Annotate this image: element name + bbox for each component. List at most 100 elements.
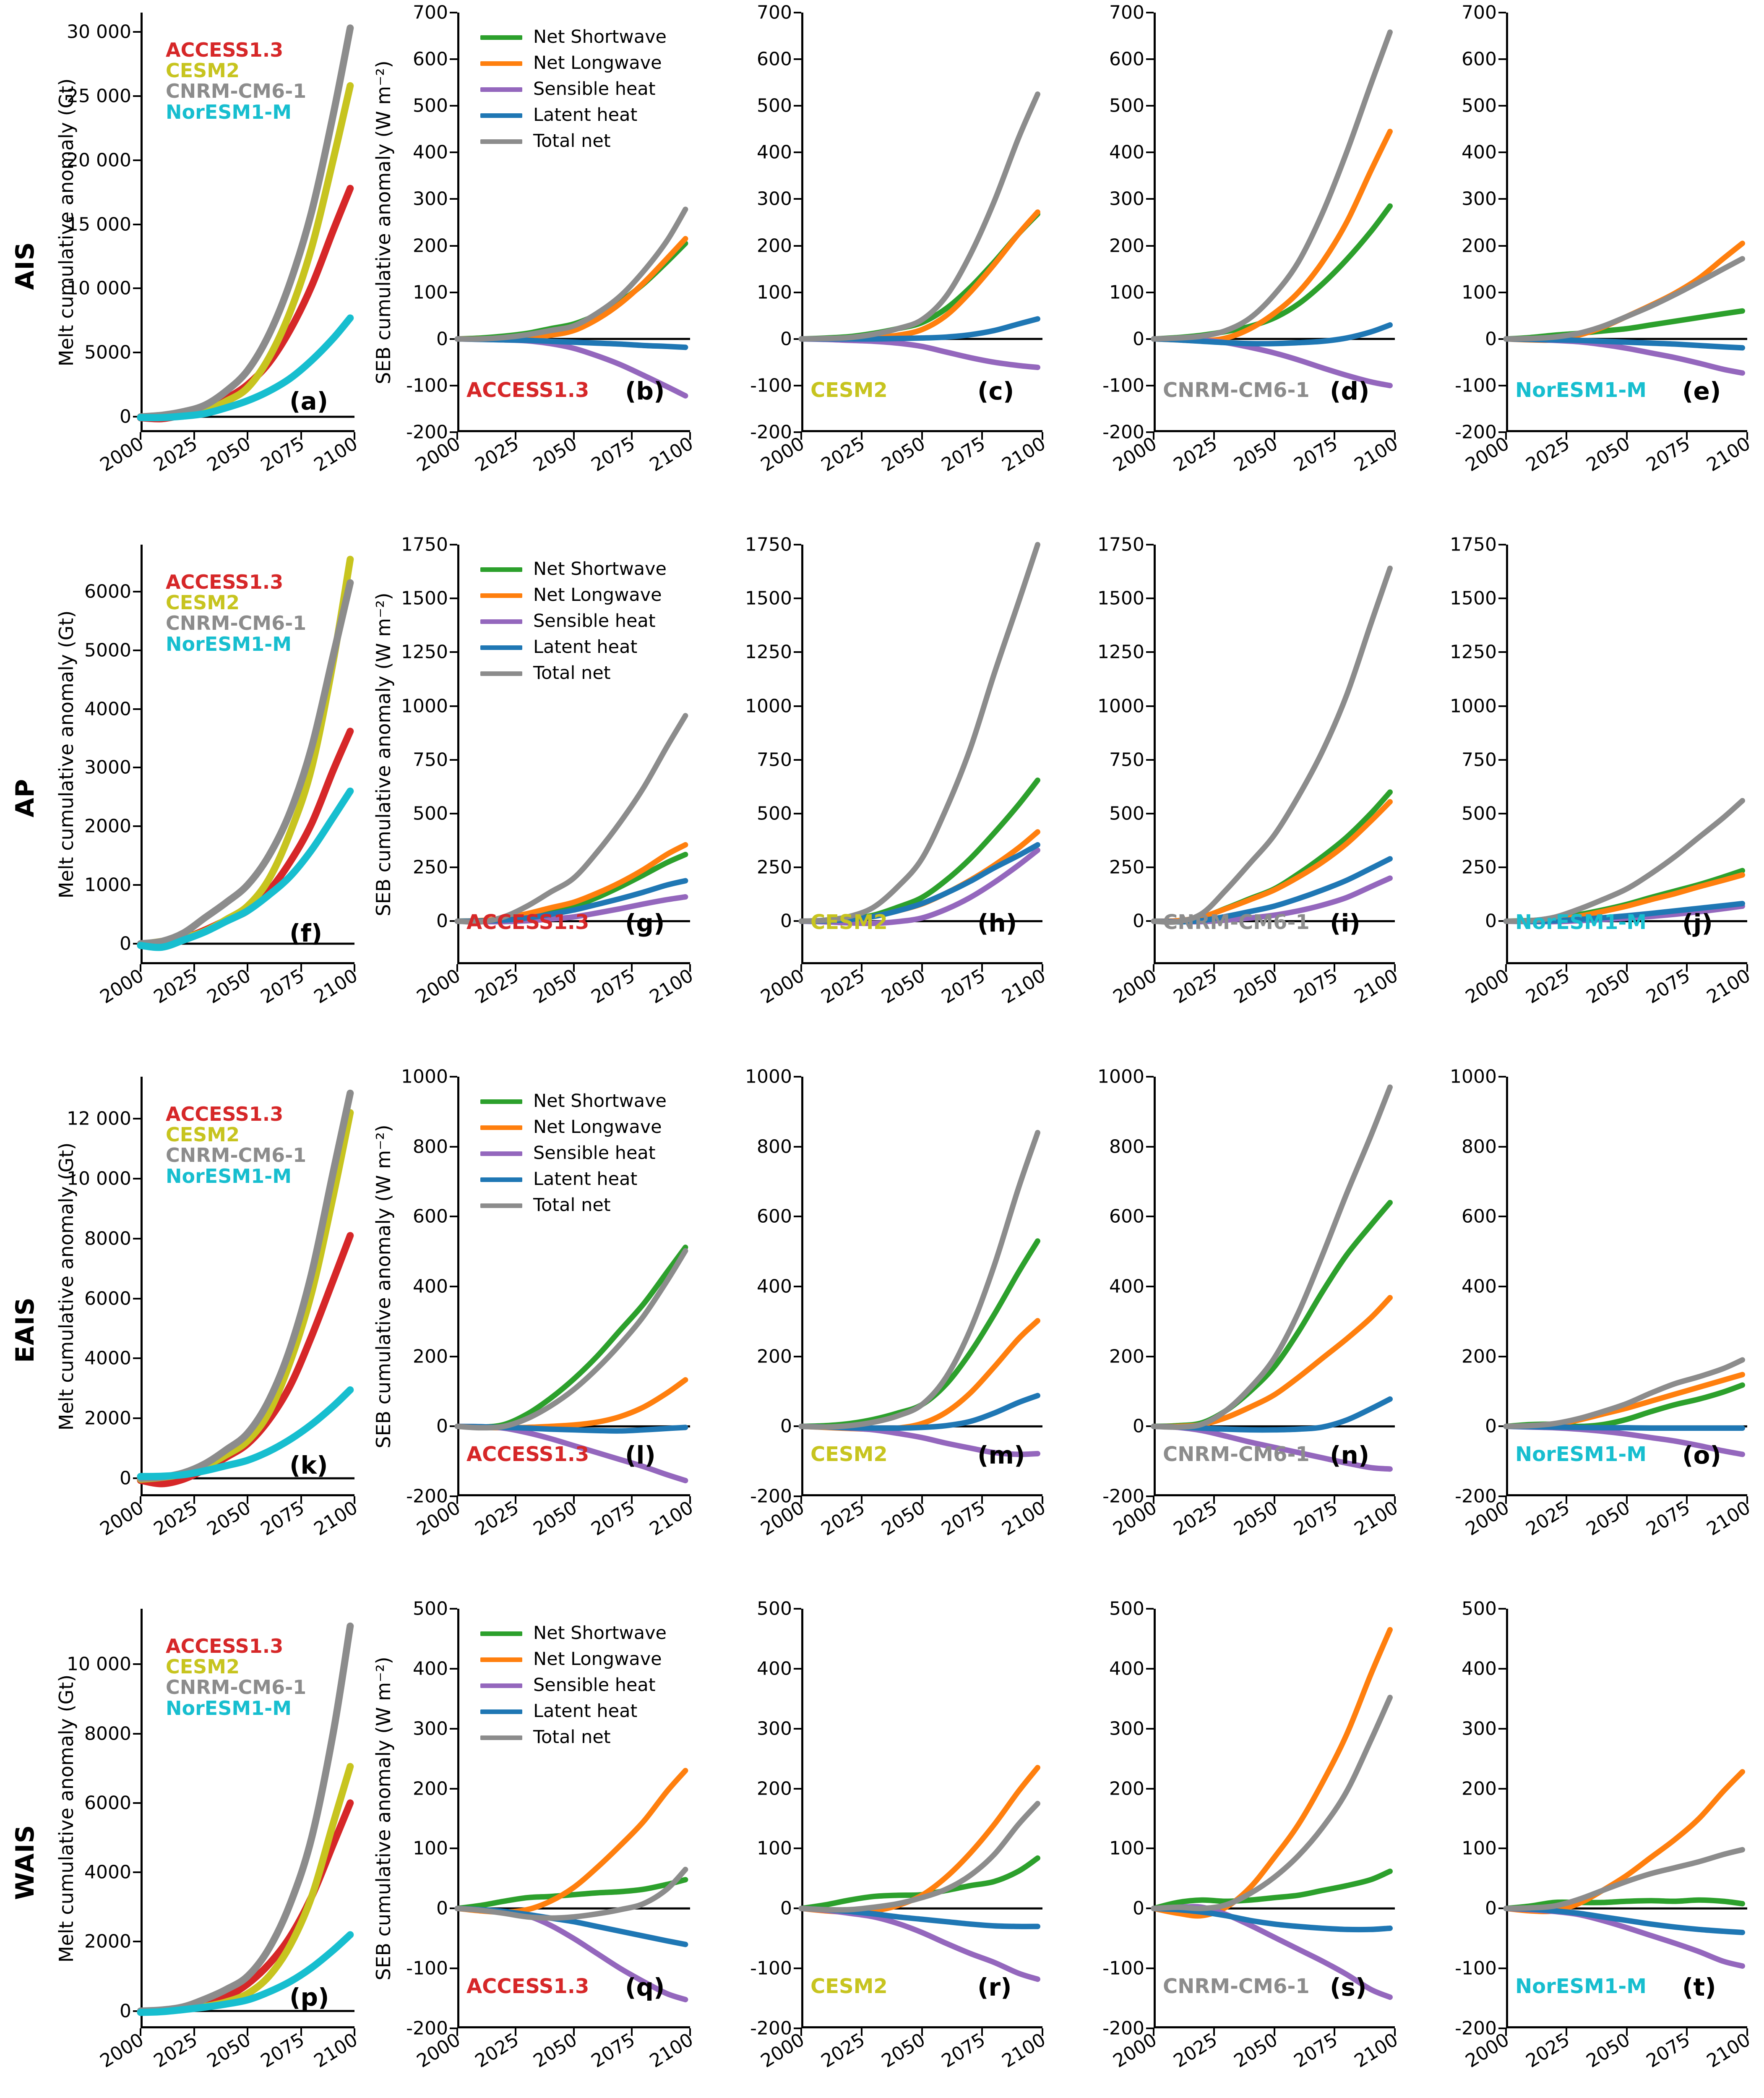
y-tick-label: 0 — [120, 406, 131, 428]
y-tick-mark — [1498, 866, 1506, 869]
x-tick-mark — [689, 1496, 691, 1504]
y-tick-mark — [133, 95, 141, 97]
legend-label: Net Shortwave — [533, 1091, 667, 1112]
plot-area-h: 0 250 500 750 1000 1250 1500 1750 2000 2025 2050 20… — [745, 534, 1050, 1008]
y-tick-mark — [1146, 651, 1154, 653]
x-tick-label: 2075 — [1290, 2029, 1342, 2072]
y-tick-mark — [1498, 2028, 1506, 2029]
plot-area-d: -200 -100 0 100 200 300 400 500 600 700 2000 2025 20… — [1102, 2, 1402, 476]
x-tick-mark — [800, 432, 802, 440]
y-tick-label: 800 — [1109, 1136, 1144, 1158]
x-tick-label: 2075 — [587, 965, 639, 1008]
legend-item-latent-heat: Latent heat — [480, 102, 667, 128]
x-tick-label: 2075 — [938, 433, 989, 476]
model-legend-item-cnrm-cm6-1: CNRM-CM6-1 — [166, 612, 307, 635]
x-tick-label: 2100 — [998, 433, 1050, 476]
y-axis-spine — [457, 1609, 459, 2028]
panel-f: Melt cumulative anomaly (Gt) 0 1000 2000 300… — [50, 532, 369, 1064]
legend-swatch-icon — [480, 1177, 522, 1182]
x-axis-spine — [1154, 1494, 1395, 1496]
series-line-net-shortwave — [1151, 203, 1393, 342]
x-tick-mark — [456, 1496, 458, 1504]
panel-s: -200 -100 0 100 200 300 400 500 2000 2025 2050 2075… — [1057, 1596, 1410, 2098]
series-line-net-longwave — [1503, 240, 1745, 343]
series-line-net-longwave — [1151, 1627, 1393, 1919]
x-tick-label: 2000 — [1109, 965, 1161, 1008]
y-axis-spine — [1506, 545, 1508, 964]
series-line-total-net — [1503, 1357, 1745, 1429]
y-tick-mark — [450, 245, 457, 247]
x-tick-mark — [247, 432, 248, 440]
y-tick-label: 300 — [757, 188, 792, 210]
x-tick-mark — [1505, 432, 1507, 440]
melt-y-axis-label: Melt cumulative anomaly (Gt) — [55, 1142, 78, 1431]
x-tick-mark — [247, 964, 248, 972]
y-tick-label: 400 — [413, 1658, 448, 1680]
x-tick-mark — [1273, 2028, 1275, 2036]
y-tick-label: 200 — [1462, 1778, 1497, 1800]
x-tick-mark — [1213, 2028, 1215, 2036]
plot-area-k: 0 2000 4000 6000 8000 10 000 12 000 2000 2025 205… — [67, 1077, 362, 1540]
x-axis-spine — [801, 2026, 1042, 2028]
legend-swatch-icon — [480, 593, 522, 598]
y-tick-mark — [1498, 1727, 1506, 1730]
panel-m: -200 0 200 400 600 800 1000 2000 2025 2050 2075 210… — [705, 1064, 1057, 1596]
x-tick-mark — [981, 964, 983, 972]
series-line-total-net — [1503, 256, 1745, 342]
y-tick-label: 750 — [1462, 749, 1497, 771]
y-tick-mark — [133, 943, 141, 945]
y-tick-mark — [1498, 1216, 1506, 1218]
curve-canvas-e — [1503, 240, 1747, 376]
y-tick-label: 0 — [436, 328, 448, 350]
y-tick-mark — [450, 544, 457, 545]
y-tick-label: 750 — [1109, 749, 1144, 771]
y-tick-mark — [1146, 1787, 1154, 1790]
curve-canvas-i — [1151, 565, 1395, 925]
y-tick-label: 500 — [1462, 803, 1497, 825]
x-tick-mark — [573, 432, 575, 440]
y-tick-mark — [1146, 1495, 1154, 1497]
panel-h: 0 250 500 750 1000 1250 1500 1750 2000 2025 2050 20… — [705, 532, 1057, 1064]
x-tick-mark — [1505, 2028, 1507, 2036]
y-axis-spine — [141, 1077, 143, 1496]
x-tick-mark — [354, 964, 355, 972]
y-tick-label: 4000 — [84, 1347, 131, 1369]
x-tick-mark — [247, 2028, 248, 2036]
x-tick-mark — [981, 2028, 983, 2036]
y-tick-label: 1750 — [1097, 534, 1144, 556]
y-tick-label: 0 — [1485, 910, 1497, 932]
series-line-total-net — [454, 1866, 688, 1921]
y-tick-mark — [794, 105, 801, 107]
y-tick-label: 500 — [1109, 95, 1144, 117]
x-tick-label: 2025 — [471, 965, 523, 1008]
x-tick-mark — [573, 964, 575, 972]
y-tick-label: 0 — [436, 910, 448, 932]
curve-canvas-f — [137, 556, 354, 951]
x-tick-mark — [631, 964, 633, 972]
y-tick-label: 2000 — [84, 1931, 131, 1952]
x-tick-label: 2075 — [1290, 965, 1342, 1008]
x-tick-label: 2075 — [257, 2029, 308, 2072]
y-tick-label: 0 — [780, 1415, 792, 1437]
seb-y-axis-label: SEB cumulative anomaly (W m⁻²) — [372, 1125, 395, 1448]
series-line-net-shortwave — [798, 1238, 1040, 1429]
y-tick-label: 200 — [1109, 235, 1144, 257]
x-tick-label: 2025 — [471, 433, 523, 476]
y-tick-label: -200 — [1455, 2017, 1497, 2039]
series-line-total-net — [454, 1248, 688, 1431]
y-tick-mark — [450, 1425, 457, 1427]
y-tick-label: 200 — [757, 235, 792, 257]
x-tick-mark — [1626, 964, 1628, 972]
x-tick-label: 2050 — [529, 433, 581, 476]
x-tick-mark — [1686, 964, 1688, 972]
x-tick-label: 2000 — [96, 1497, 148, 1540]
y-tick-mark — [1498, 151, 1506, 154]
x-tick-label: 2050 — [1582, 2029, 1634, 2072]
y-tick-label: -200 — [750, 2017, 792, 2039]
panel-r: -200 -100 0 100 200 300 400 500 2000 2025 2050 2075… — [705, 1596, 1057, 2098]
y-tick-label: 700 — [757, 2, 792, 23]
series-line-total-net — [454, 713, 688, 925]
legend-swatch-icon — [480, 619, 522, 624]
y-tick-mark — [794, 245, 801, 247]
x-tick-mark — [354, 432, 355, 440]
